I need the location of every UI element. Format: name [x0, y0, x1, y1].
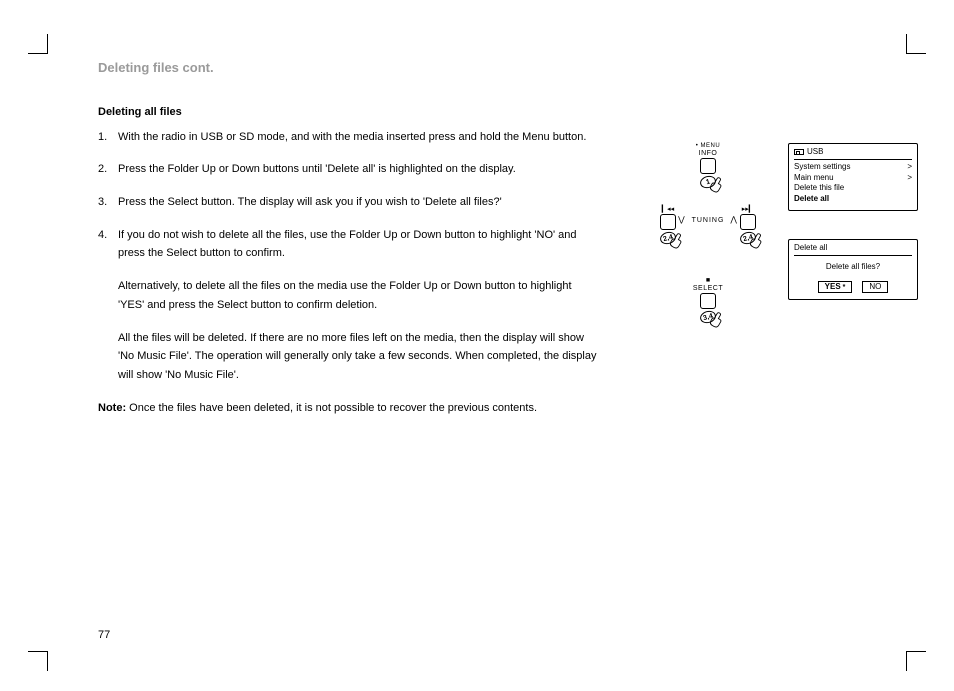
crop-mark-bl — [28, 651, 48, 671]
page-number: 77 — [98, 629, 110, 641]
screen2-options: YES NO — [794, 281, 912, 294]
screen1-row-text: Delete this file — [794, 183, 844, 194]
step-number: 1. — [98, 128, 107, 147]
prev-icon: ▎◂◂ — [646, 205, 690, 213]
page-title: Deleting files cont. — [98, 60, 906, 75]
chevron-right-icon: > — [907, 162, 912, 173]
crop-mark-tl — [28, 34, 48, 54]
lcd-screen-2: Delete all Delete all files? YES NO — [788, 239, 918, 300]
lcd-screens: USB System settings > Main menu > Delete… — [788, 143, 920, 300]
menu-top-label: • MENU — [686, 143, 730, 149]
crop-mark-br — [906, 651, 926, 671]
step-text: If you do not wish to delete all the fil… — [118, 229, 577, 260]
folder-up-button-diagram: ▸▸▎ 2,4 — [726, 205, 770, 250]
step-text: Press the Select button. The display wil… — [118, 196, 502, 208]
screen1-row-text: Delete all — [794, 194, 829, 205]
screen2-header: Delete all — [794, 243, 912, 256]
select-button-diagram: ■ SELECT 3,4 — [686, 277, 730, 329]
folder-down-button-diagram: ▎◂◂ 2,4 — [646, 205, 690, 250]
next-icon: ▸▸▎ — [726, 205, 770, 213]
tuning-text: TUNING — [692, 217, 725, 224]
step-number: 3. — [98, 193, 107, 212]
select-label: SELECT — [686, 285, 730, 292]
note-text: Once the files have been deleted, it is … — [126, 402, 537, 414]
step-1: 1. With the radio in USB or SD mode, and… — [98, 128, 598, 147]
yes-option: YES — [818, 281, 853, 294]
content-row: Deleting all files 1. With the radio in … — [98, 103, 906, 417]
crop-mark-tr — [906, 34, 926, 54]
screen1-header: USB — [794, 147, 912, 160]
screen2-question: Delete all files? — [794, 262, 912, 273]
screen1-row: Delete this file — [794, 183, 912, 194]
screen1-row-text: System settings — [794, 162, 850, 173]
step-3: 3. Press the Select button. The display … — [98, 193, 598, 212]
note-label: Note: — [98, 402, 126, 414]
no-option: NO — [862, 281, 888, 294]
page-content: Deleting files cont. Deleting all files … — [98, 60, 906, 651]
screen1-row: System settings > — [794, 162, 912, 173]
step-text: With the radio in USB or SD mode, and wi… — [118, 131, 586, 143]
usb-icon — [794, 149, 804, 155]
step-2: 2. Press the Folder Up or Down buttons u… — [98, 160, 598, 179]
stop-icon: ■ — [686, 277, 730, 284]
subheading: Deleting all files — [98, 103, 598, 122]
step-4-para-2: All the files will be deleted. If there … — [118, 329, 598, 385]
step-number: 2. — [98, 160, 107, 179]
text-column: Deleting all files 1. With the radio in … — [98, 103, 598, 417]
menu-button-diagram: • MENU INFO 1 — [686, 143, 730, 194]
steps-list: 1. With the radio in USB or SD mode, and… — [98, 128, 598, 385]
step-number: 4. — [98, 226, 107, 245]
lcd-screen-1: USB System settings > Main menu > Delete… — [788, 143, 918, 211]
screen1-header-label: USB — [807, 147, 823, 156]
menu-label: INFO — [686, 150, 730, 157]
step-4-para-1: Alternatively, to delete all the files o… — [118, 277, 598, 314]
step-4: 4. If you do not wish to delete all the … — [98, 226, 598, 385]
screen1-row: Delete all — [794, 194, 912, 205]
diagram-column: • MENU INFO 1 ⋁ TUNING ⋀ — [628, 103, 906, 417]
chevron-right-icon: > — [907, 173, 912, 184]
step-text: Press the Folder Up or Down buttons unti… — [118, 163, 516, 175]
screen1-row-text: Main menu — [794, 173, 834, 184]
screen1-row: Main menu > — [794, 173, 912, 184]
note: Note: Once the files have been deleted, … — [98, 399, 598, 418]
